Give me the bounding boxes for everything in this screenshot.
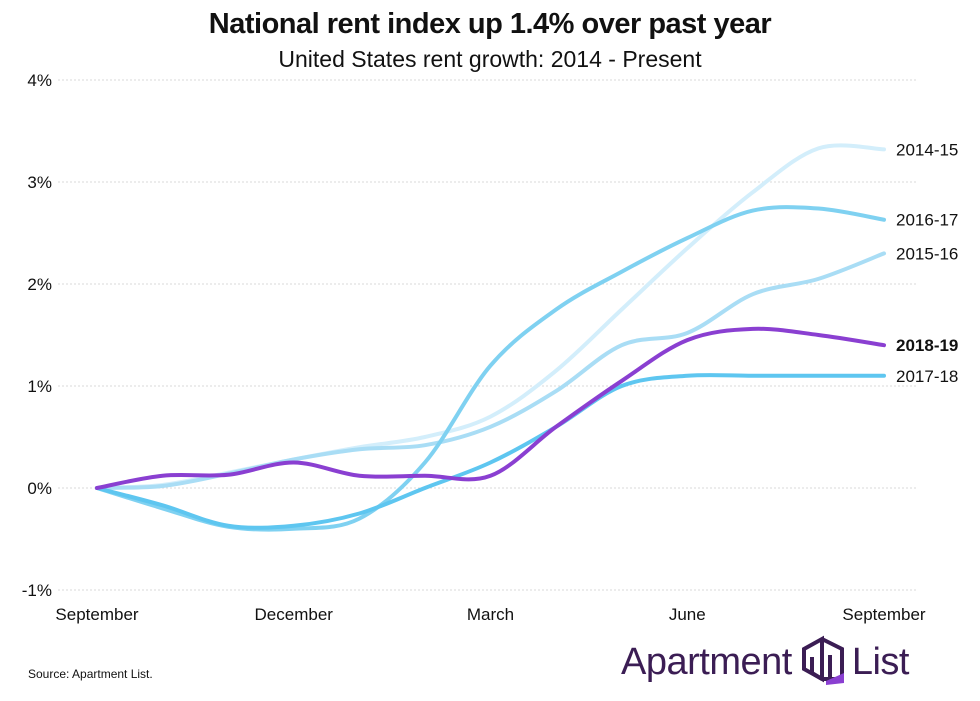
series-labels: 2014-15 2015-16 2016-17 2017-18 2018-19 (896, 140, 958, 385)
apartment-list-logo[interactable]: Apartment List (621, 635, 910, 690)
source-note: Source: Apartment List. (28, 667, 153, 681)
y-tick-label: 2% (27, 275, 52, 294)
building-logo-icon (800, 635, 846, 690)
x-axis-ticks: September December March June September (55, 605, 925, 624)
x-tick-label: June (669, 605, 706, 624)
y-tick-label: -1% (22, 581, 52, 600)
x-tick-label: September (842, 605, 925, 624)
series-line-2014-15 (95, 143, 886, 490)
logo-word-list: List (851, 640, 910, 683)
y-tick-label: 0% (27, 479, 52, 498)
y-tick-label: 4% (27, 71, 52, 90)
series-label-2015-16: 2015-16 (896, 244, 958, 263)
series-label-2016-17: 2016-17 (896, 211, 958, 230)
series-label-2018-19: 2018-19 (896, 336, 958, 355)
logo-word-apartment: Apartment (621, 640, 792, 683)
series-label-2014-15: 2014-15 (896, 140, 958, 159)
y-tick-label: 1% (27, 377, 52, 396)
series-line-2017-18 (95, 373, 886, 530)
y-tick-label: 3% (27, 173, 52, 192)
series-lines (95, 143, 886, 532)
series-line-2018-19 (95, 326, 886, 490)
x-tick-label: December (255, 605, 334, 624)
x-tick-label: March (467, 605, 514, 624)
y-axis-ticks: 4% 3% 2% 1% 0% -1% (22, 71, 52, 600)
chart-title: National rent index up 1.4% over past ye… (208, 8, 772, 40)
gridlines (58, 79, 916, 591)
series-line-2015-16 (95, 251, 886, 490)
x-tick-label: September (55, 605, 138, 624)
chart-subtitle: United States rent growth: 2014 - Presen… (278, 46, 702, 72)
series-label-2017-18: 2017-18 (896, 367, 958, 386)
series-line-2016-17 (95, 205, 886, 532)
